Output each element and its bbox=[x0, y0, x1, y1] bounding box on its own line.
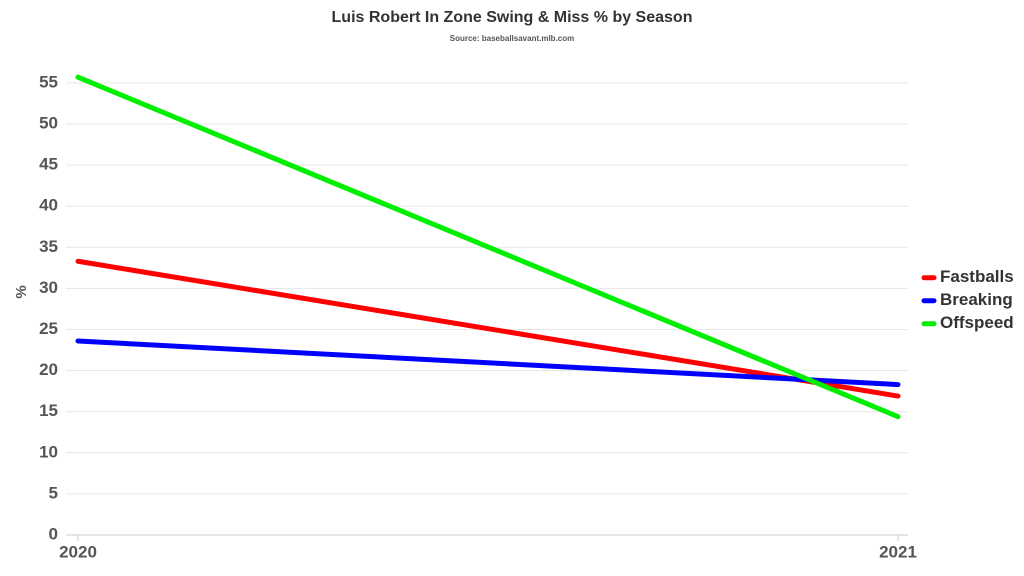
chart-title: Luis Robert In Zone Swing & Miss % by Se… bbox=[332, 9, 693, 26]
line-series bbox=[75, 258, 901, 399]
y-tick-label: 35 bbox=[39, 237, 58, 256]
y-axis-label: % bbox=[13, 285, 30, 298]
y-tick-label: 10 bbox=[39, 442, 58, 461]
chart-subtitle: Source: baseballsavant.mlb.com bbox=[450, 34, 575, 43]
y-tick-label: 40 bbox=[39, 196, 58, 215]
y-tick-label: 45 bbox=[39, 155, 58, 174]
x-tick-label: 2021 bbox=[879, 542, 917, 561]
y-tick-label: 30 bbox=[39, 278, 58, 297]
y-tick-label: 5 bbox=[49, 483, 58, 502]
y-tick-label: 50 bbox=[39, 113, 58, 132]
line-series bbox=[75, 338, 901, 388]
y-tick-label: 20 bbox=[39, 360, 58, 379]
legend-label: Fastballs bbox=[940, 267, 1014, 286]
line-series bbox=[75, 74, 901, 420]
y-tick-label: 25 bbox=[39, 319, 58, 338]
y-tick-label: 55 bbox=[39, 72, 58, 91]
y-tick-label: 0 bbox=[49, 524, 58, 543]
legend-label: Breaking bbox=[940, 290, 1013, 309]
x-tick-label: 2020 bbox=[59, 542, 97, 561]
y-tick-label: 15 bbox=[39, 401, 58, 420]
legend-label: Offspeed bbox=[940, 313, 1014, 332]
